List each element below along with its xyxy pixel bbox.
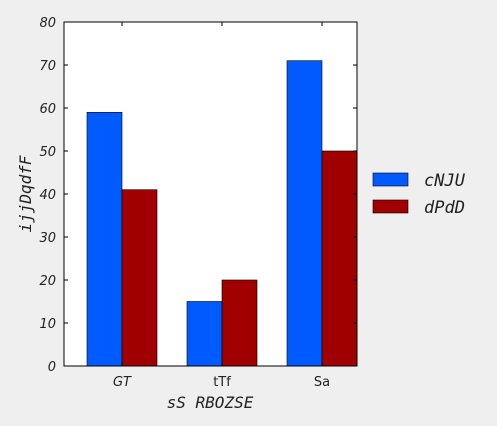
y-tick-label: 50 [39,145,56,160]
bar-cNJU-tTf [186,301,223,367]
y-tick-label: 60 [39,102,56,117]
legend-label-cNJU: cNJU [424,171,466,191]
legend-swatch-dPdD [372,199,409,214]
y-tick-labels: 0 10 20 30 40 50 60 70 80 [39,16,56,375]
bar-cNJU-Sa [286,60,323,367]
y-tick-label: 30 [39,231,56,246]
legend-swatch-cNJU [372,172,409,187]
x-axis-title: sS RBOZSE [167,393,254,412]
y-tick-label: 70 [39,59,56,74]
bar-dPdD-tTf [221,279,258,367]
bar-cNJU-GT [86,112,123,367]
x-category-label: tTf [213,375,231,390]
y-axis-title: ijjDqdfF [16,155,35,232]
plot-frame [63,21,358,367]
x-tick-labels: GT tTf Sa [113,375,330,390]
x-category-label: Sa [314,375,330,390]
x-category-label: GT [113,375,132,390]
legend-label-dPdD: dPdD [424,198,465,218]
y-tick-label: 0 [48,360,56,375]
y-tick-label: 10 [39,317,56,332]
legend: cNJU dPdD [372,171,466,218]
y-tick-label: 40 [39,188,56,203]
bars-group [86,60,358,367]
bar-dPdD-GT [121,189,158,367]
y-tick-label: 20 [39,274,56,289]
bar-dPdD-Sa [321,150,358,367]
y-tick-label: 80 [39,16,56,31]
